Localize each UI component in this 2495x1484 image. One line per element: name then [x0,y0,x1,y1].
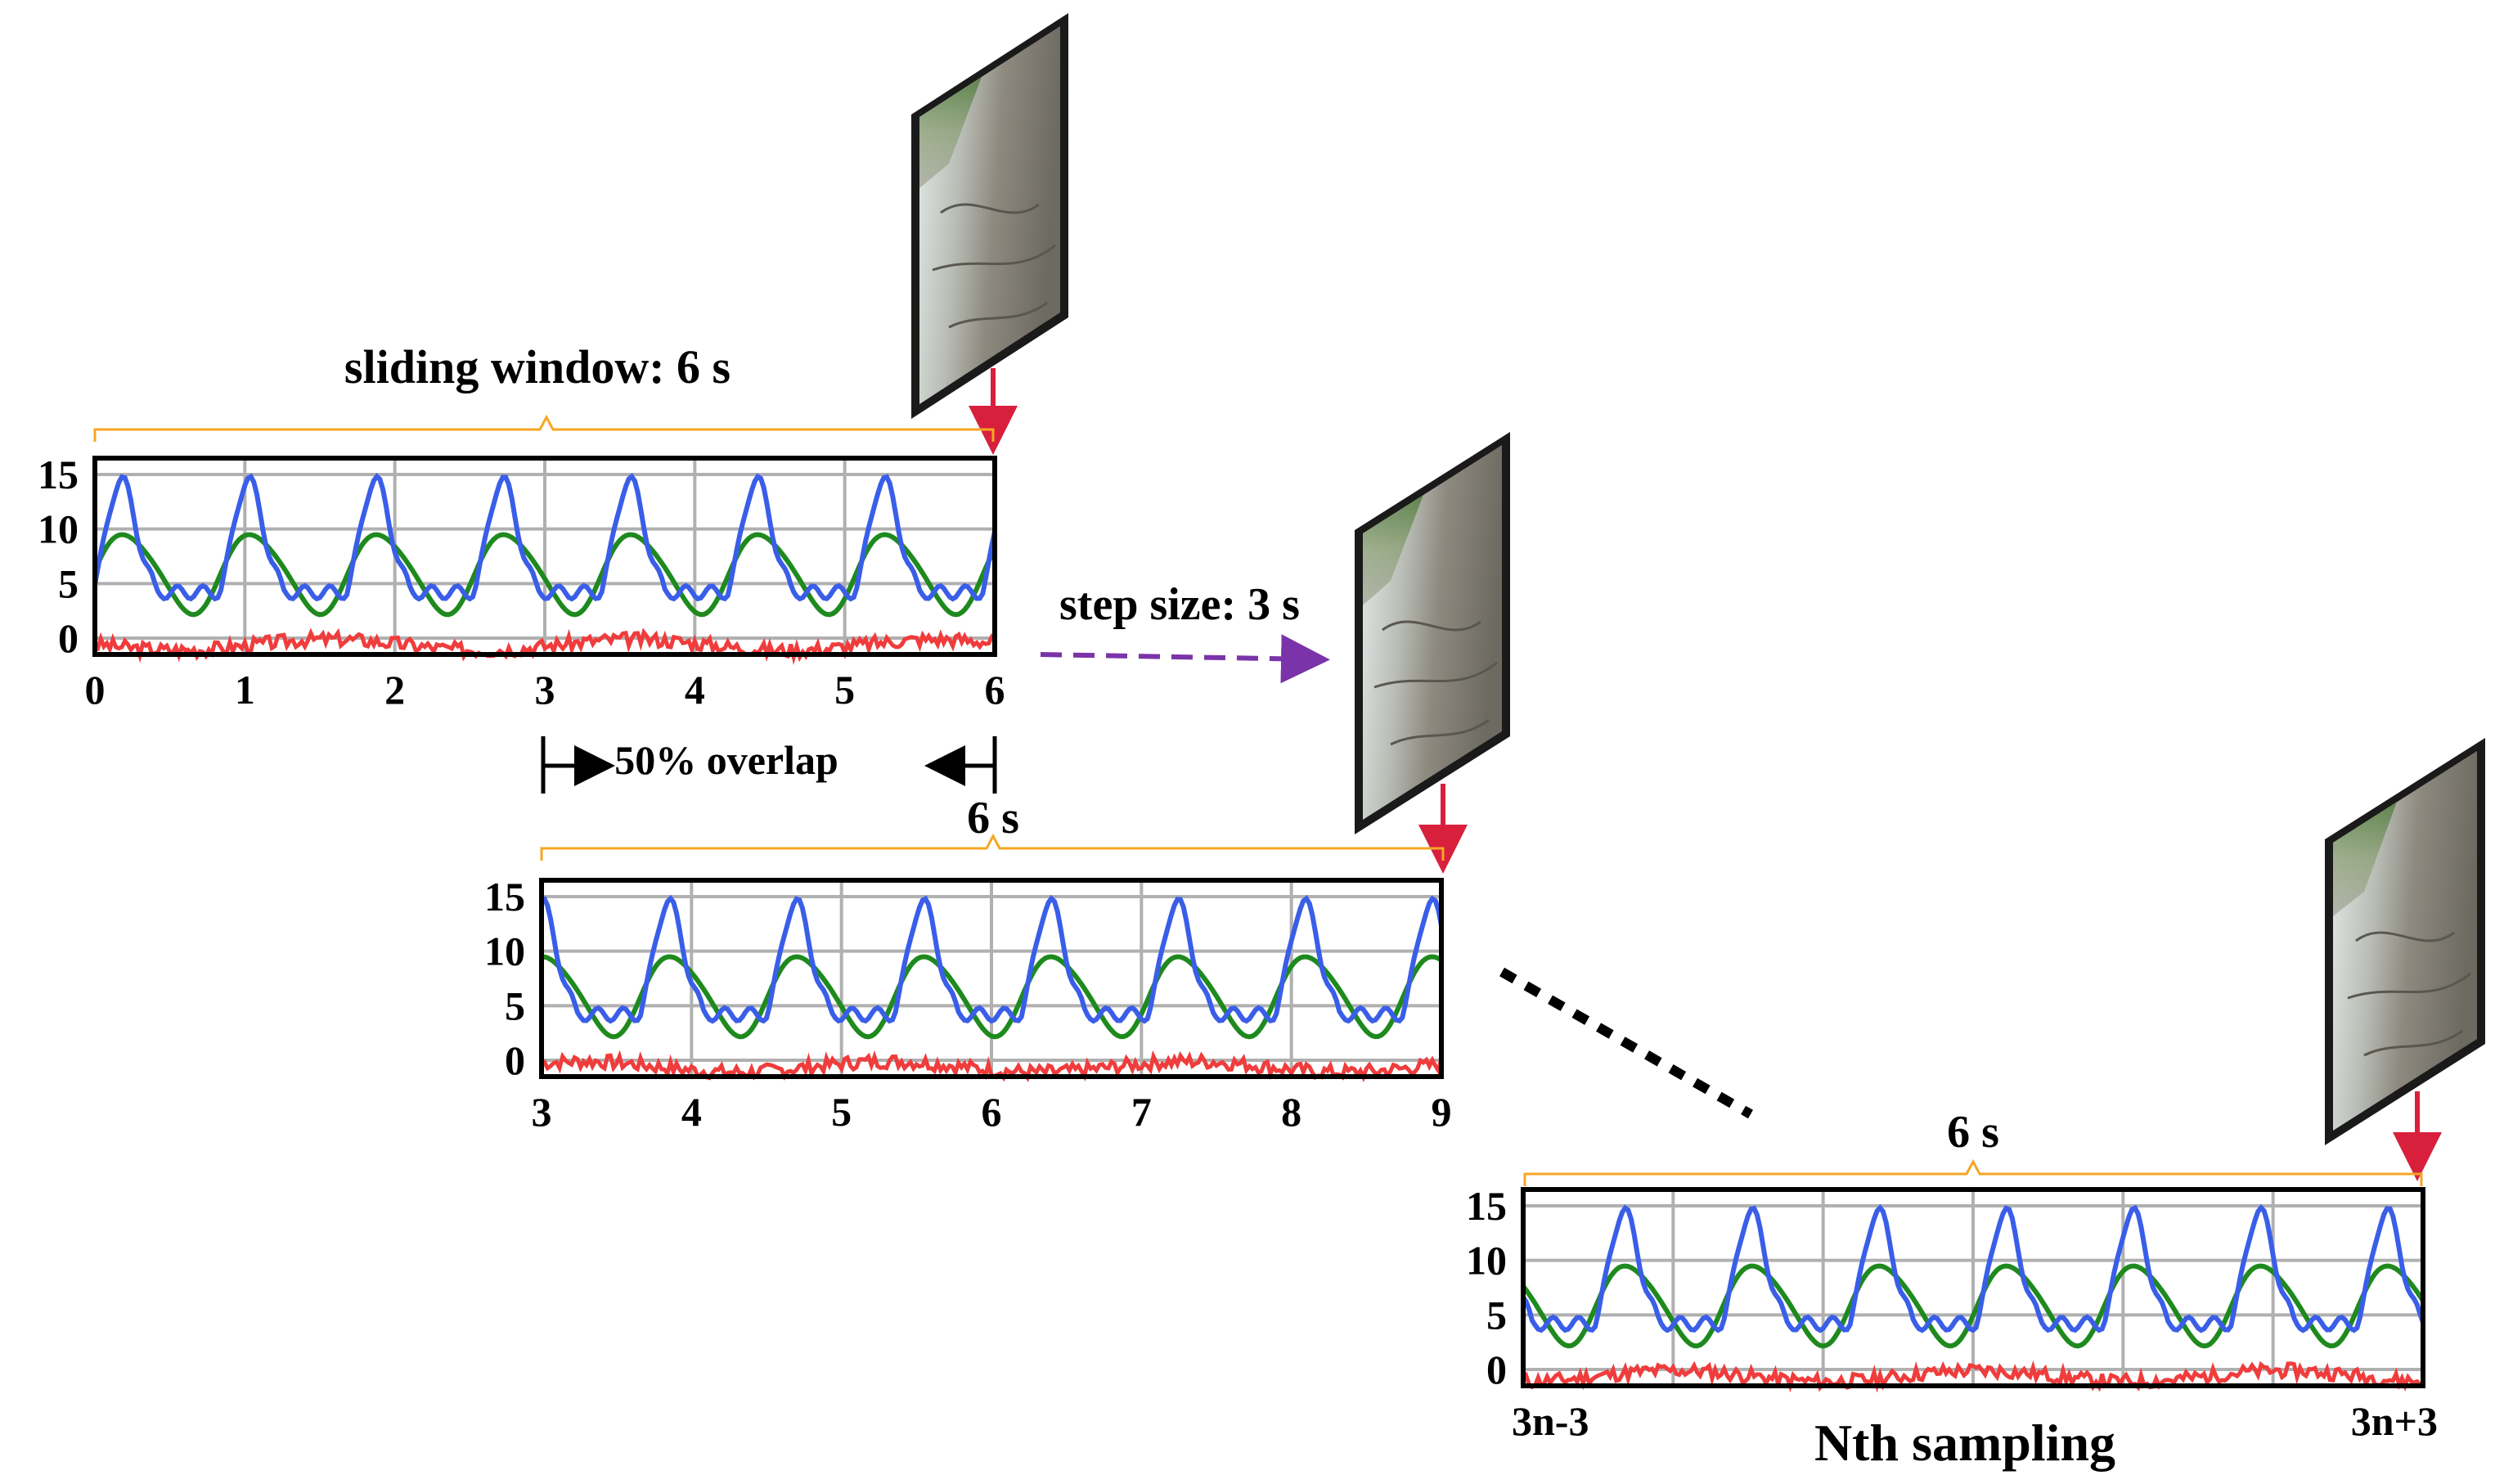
x-tick-label: 2 [384,667,405,713]
x-tick-label: 5 [831,1089,852,1135]
x-tick-label: 4 [681,1089,702,1135]
video-frame-1 [911,13,1068,419]
plot-frame [92,456,997,657]
signal-red [1522,1360,2425,1393]
y-tick-label: 0 [505,1037,525,1083]
window-n-plot: 15 10 5 03n-3 3n+3 [1466,1183,2438,1444]
y-tick-label: 10 [38,506,79,552]
y-tick-label: 0 [1486,1347,1507,1392]
x-tick-label: 3n+3 [2351,1398,2438,1444]
x-tick-label: 6 [982,1089,1002,1135]
y-tick-label: 15 [1466,1183,1507,1229]
window-2-plot: 15 10 5 03 4 5 6 7 8 9 [484,874,1452,1135]
step-size-label: step size: 3 s [1059,579,1300,630]
brace-window-2 [540,833,1445,861]
continuation-dots [1499,967,1753,1119]
window-n-label: 6 s [1947,1107,1999,1158]
x-tick-label: 3 [535,667,555,713]
plot-frame [539,878,1444,1079]
x-tick-label: 1 [235,667,255,713]
x-tick-label: 3 [532,1089,552,1135]
brace-window-n [1523,1158,2423,1186]
x-tick-label: 5 [834,667,855,713]
signal-green [92,532,997,618]
x-tick-label: 3n-3 [1512,1398,1589,1444]
y-tick-label: 5 [58,560,79,606]
x-tick-label: 6 [985,667,1005,713]
sliding-window-label: sliding window: 6 s [344,340,731,393]
overlap-marker [541,736,997,794]
plot-frame [1521,1187,2425,1388]
y-tick-label: 5 [505,983,525,1028]
x-tick-label: 8 [1281,1089,1301,1135]
y-tick-label: 15 [484,874,525,920]
y-tick-label: 0 [58,615,79,661]
step-size-arrow [1040,634,1330,684]
y-tick-label: 5 [1486,1292,1507,1338]
nth-sampling-label: Nth sampling [1814,1414,2115,1472]
signal-blue [541,894,1444,1024]
y-tick-label: 15 [38,452,79,497]
window-1-plot: 15 10 5 00 1 2 3 4 5 6 [38,452,1005,713]
signal-blue [1521,1203,2425,1333]
x-tick-label: 4 [685,667,705,713]
window-2-label: 6 s [967,793,1019,843]
x-tick-label: 9 [1432,1089,1452,1135]
x-tick-label: 7 [1131,1089,1152,1135]
video-frame-2 [1355,432,1510,834]
y-tick-label: 10 [1466,1238,1507,1284]
signal-green [541,954,1443,1040]
overlap-label: 50% overlap [614,737,838,783]
video-frame-n [2325,738,2485,1145]
y-tick-label: 10 [484,929,525,974]
x-tick-label: 0 [85,667,106,713]
brace-window-1 [93,414,995,442]
signal-blue [92,472,997,602]
